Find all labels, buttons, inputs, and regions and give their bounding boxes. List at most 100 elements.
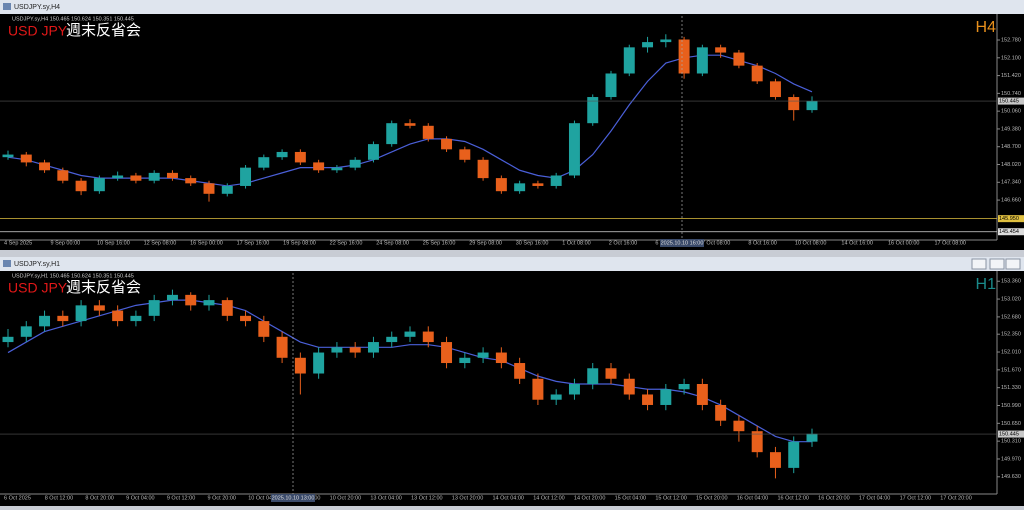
candle-body xyxy=(57,315,69,322)
x-tick-label: 9 Oct 04:00 xyxy=(126,495,154,501)
candle-body xyxy=(751,65,763,82)
candle-body xyxy=(185,178,197,184)
candle-body xyxy=(57,170,69,181)
candle-body xyxy=(112,175,124,179)
level-label: 145.950 xyxy=(999,216,1019,222)
candle-body xyxy=(806,100,818,111)
level-label-bg xyxy=(998,228,1024,236)
x-tick-label: 2 Oct 16:00 xyxy=(609,240,637,246)
x-tick-label: 9 Sep 00:00 xyxy=(51,240,81,246)
x-tick-label: 30 Sep 16:00 xyxy=(516,240,549,246)
candle-body xyxy=(459,149,471,160)
window-icon xyxy=(3,3,11,10)
candle-body xyxy=(751,431,763,453)
price-label-bg xyxy=(998,430,1024,438)
candle-body xyxy=(349,347,361,353)
x-tick-label: 10 Oct 04:00 xyxy=(248,495,280,501)
x-tick-label: 16 Oct 12:00 xyxy=(777,495,809,501)
y-tick-label: 148.700 xyxy=(1001,144,1021,150)
candle-body xyxy=(20,154,32,163)
window-button[interactable] xyxy=(1005,258,1021,270)
candle-body xyxy=(39,162,51,171)
candle-body xyxy=(2,154,14,158)
y-tick-label: 150.990 xyxy=(1001,403,1021,409)
info-line: USDJPY.sy,H1 150.465 150.624 150.351 150… xyxy=(12,273,134,279)
x-tick-label: 9 Oct 12:00 xyxy=(167,495,195,501)
x-tick-label: 16 Oct 04:00 xyxy=(737,495,769,501)
x-tick-label: 19 Sep 08:00 xyxy=(283,240,316,246)
x-tick-label: 10 Oct 08:00 xyxy=(795,240,827,246)
timeframe-label: H1 xyxy=(976,276,997,293)
candle-body xyxy=(20,326,32,337)
candle-body xyxy=(75,305,87,322)
candle-body xyxy=(313,162,325,171)
y-tick-label: 151.670 xyxy=(1001,367,1021,373)
y-tick-label: 146.660 xyxy=(1001,198,1021,204)
candle-body xyxy=(459,357,471,364)
candle-body xyxy=(769,452,781,468)
window-button[interactable] xyxy=(971,258,987,270)
candle-body xyxy=(203,183,215,194)
y-tick-label: 151.330 xyxy=(1001,385,1021,391)
window-button[interactable] xyxy=(989,258,1005,270)
candle-body xyxy=(660,39,672,43)
x-tick-label: 17 Oct 12:00 xyxy=(900,495,932,501)
y-tick-label: 152.680 xyxy=(1001,314,1021,320)
candle-body xyxy=(367,342,379,353)
candle-body xyxy=(331,347,343,353)
x-tick-label: 14 Oct 16:00 xyxy=(841,240,873,246)
x-tick-label: 12 Sep 08:00 xyxy=(144,240,177,246)
candle-body xyxy=(660,389,672,405)
y-tick-label: 150.310 xyxy=(1001,439,1021,445)
y-tick-label: 153.360 xyxy=(1001,279,1021,285)
candle-body xyxy=(550,394,562,400)
candle-body xyxy=(294,357,306,374)
candle-body xyxy=(75,180,87,192)
candle-body xyxy=(788,97,800,111)
candle-body xyxy=(568,123,580,176)
x-tick-label: 14 Oct 20:00 xyxy=(574,495,606,501)
candle-body xyxy=(605,73,617,98)
candle-body xyxy=(623,378,635,395)
candle-body xyxy=(166,172,178,179)
candle-body xyxy=(733,52,745,66)
brand-label: 週末反省会 xyxy=(66,22,141,39)
chart-area xyxy=(0,271,1024,506)
candle-body xyxy=(349,159,361,168)
x-tick-label: 1 Oct 08:00 xyxy=(562,240,590,246)
y-tick-label: 152.100 xyxy=(1001,55,1021,61)
x-tick-label: 13 Oct 04:00 xyxy=(370,495,402,501)
y-tick-label: 149.630 xyxy=(1001,474,1021,480)
candle-body xyxy=(587,97,599,124)
candle-body xyxy=(422,331,434,343)
candle-body xyxy=(532,378,544,400)
candle-body xyxy=(386,336,398,343)
crosshair-label: 2025.10.10 13:00 xyxy=(272,495,315,501)
candle-body xyxy=(514,183,526,192)
y-tick-label: 149.380 xyxy=(1001,126,1021,132)
x-tick-label: 15 Oct 12:00 xyxy=(655,495,687,501)
candle-body xyxy=(313,352,325,374)
candle-body xyxy=(93,305,105,311)
x-tick-label: 13 Oct 20:00 xyxy=(452,495,484,501)
x-tick-label: 24 Sep 08:00 xyxy=(376,240,409,246)
candle-body xyxy=(148,172,160,181)
candle-body xyxy=(2,336,14,343)
candle-body xyxy=(130,315,142,322)
candle-body xyxy=(477,159,489,179)
y-tick-label: 152.350 xyxy=(1001,332,1021,338)
candle-body xyxy=(276,336,288,358)
y-tick-label: 150.740 xyxy=(1001,91,1021,97)
symbol-label: USD JPY xyxy=(8,280,68,296)
y-tick-label: 153.020 xyxy=(1001,297,1021,303)
candle-body xyxy=(642,394,654,405)
candle-body xyxy=(769,81,781,98)
window-title: USDJPY.sy,H4 xyxy=(14,4,60,11)
candle-body xyxy=(112,310,124,322)
candle-body xyxy=(587,368,599,384)
x-tick-label: 6 Oct 2025 xyxy=(4,495,31,501)
y-tick-label: 152.010 xyxy=(1001,349,1021,355)
x-tick-label: 9 Oct 20:00 xyxy=(208,495,236,501)
candle-body xyxy=(568,384,580,395)
